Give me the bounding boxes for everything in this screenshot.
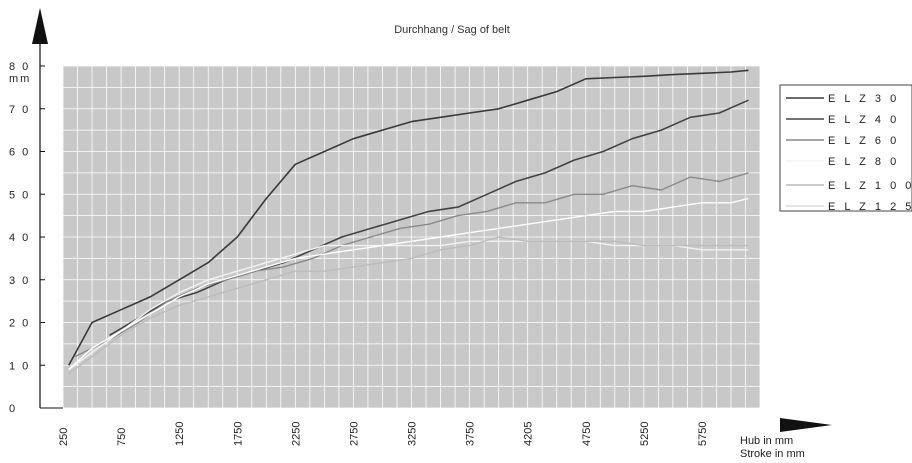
legend-label: E L Z 8 0 [828,156,899,168]
x-tick-label: 750 [116,428,128,446]
x-tick-label: 3250 [407,422,419,446]
y-tick-label: 1 0 [9,360,30,372]
series-line-6 [68,197,749,371]
axes-layer: 0 1 0 2 0 3 0 4 0 5 0 6 0 7 0 8 0 250 750 1250 1750 2… [9,8,832,446]
y-tick-label: 3 0 [9,275,30,287]
y-axis-arrow-icon [32,8,48,44]
y-tick-label: 6 0 [9,147,30,159]
x-tick-label: 250 [58,428,70,446]
series-line-2 [109,99,749,336]
plot-area [62,65,761,409]
x-axis-arrow-icon [780,418,832,432]
chart-title: Durchhang / Sag of belt [394,24,510,36]
series-line-1 [68,69,749,366]
x-axis-label-de: Hub in mm [740,435,793,447]
y-tick-label: 7 0 [9,104,30,116]
y-axis-unit-label: mm [9,73,31,85]
x-tick-label: 2750 [348,422,360,446]
y-tick-label: 0 [9,403,17,415]
x-tick-label: 4205 [523,422,535,446]
x-tick-label: 1250 [174,422,186,446]
series-line-5 [68,236,749,375]
x-tick-label: 4750 [581,422,593,446]
x-tick-label: 2250 [290,422,302,446]
x-tick-label: 1750 [232,422,244,446]
legend-label: E L Z 1 0 0 [828,180,912,192]
y-tick-label: 5 0 [9,189,30,201]
series-line-3 [74,172,749,358]
x-tick-label: 3750 [465,422,477,446]
legend-label: E L Z 6 0 [828,135,899,147]
legend-label: E L Z 4 0 [828,114,899,126]
legend-label: E L Z 1 2 5 [828,201,912,213]
series-layer [68,69,749,375]
x-axis-label-en: Stroke in mm [740,448,805,460]
y-tick-label: 2 0 [9,318,30,330]
x-tick-label: 5750 [697,422,709,446]
y-tick-label: 4 0 [9,232,30,244]
x-tick-label: 5250 [639,422,651,446]
y-tick-label: 8 0 [9,61,30,73]
legend-label: E L Z 3 0 [828,93,899,105]
legend-box [779,84,912,212]
legend: E L Z 3 0 E L Z 4 0 E L Z 6 0 E L Z 8 0 E L … [779,84,912,213]
